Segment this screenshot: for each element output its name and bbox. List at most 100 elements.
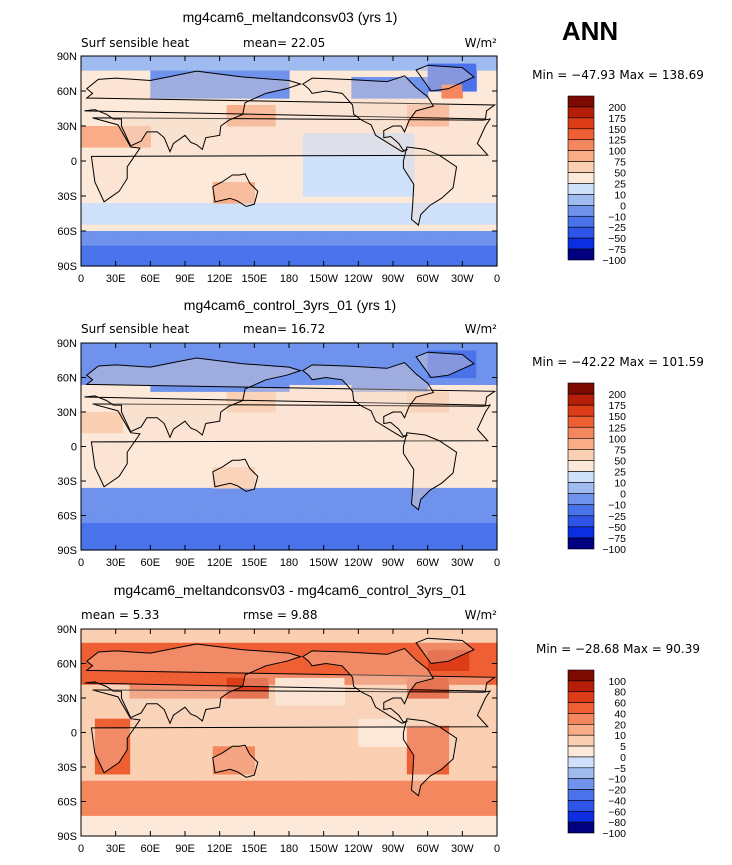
heatmap-cell	[434, 780, 443, 789]
heatmap-cell	[448, 801, 456, 809]
heatmap-cell	[434, 732, 443, 740]
heatmap-cell	[185, 677, 193, 685]
heatmap-cell	[295, 343, 304, 351]
heatmap-cell	[434, 746, 443, 754]
heatmap-cell	[393, 739, 401, 747]
heatmap-cell	[448, 259, 456, 267]
heatmap-cell	[247, 494, 255, 503]
heatmap-cell	[399, 663, 408, 671]
heatmap-cell	[233, 56, 242, 64]
heatmap-cell	[81, 418, 89, 427]
heatmap-cell	[233, 529, 242, 537]
heatmap-cell	[441, 780, 450, 789]
heatmap-cell	[448, 56, 456, 64]
heatmap-cell	[94, 787, 103, 796]
heatmap-cell	[295, 63, 304, 71]
heatmap-cell	[164, 684, 172, 692]
heatmap-cell	[143, 63, 151, 71]
heatmap-cell	[87, 494, 96, 503]
heatmap-cell	[448, 70, 456, 78]
heatmap-cell	[406, 649, 415, 658]
heatmap-cell	[254, 829, 262, 837]
heatmap-cell	[413, 210, 422, 218]
colorbar-label: 150	[608, 124, 626, 136]
heatmap-cell	[94, 238, 103, 246]
heatmap-cell	[337, 698, 346, 706]
heatmap-cell	[261, 829, 269, 837]
heatmap-cell	[108, 536, 117, 544]
heatmap-cell	[330, 182, 339, 190]
heatmap-cell	[108, 746, 117, 754]
heatmap-cell	[247, 677, 255, 685]
heatmap-cell	[185, 356, 193, 365]
heatmap-cell	[247, 815, 255, 823]
y-tick-label: 60N	[57, 86, 77, 98]
heatmap-cell	[309, 147, 318, 155]
heatmap-cell	[185, 384, 193, 392]
colorbar-label: 125	[608, 422, 626, 434]
heatmap-cell	[399, 656, 408, 665]
heatmap-cell	[330, 501, 339, 510]
heatmap-cell	[219, 259, 228, 267]
heatmap-cell	[386, 168, 394, 176]
coastline	[415, 351, 475, 379]
heatmap-cell	[462, 787, 470, 796]
heatmap-cell	[469, 529, 477, 537]
heatmap-cell	[115, 801, 124, 809]
x-tick-label: 60W	[416, 557, 439, 569]
heatmap-cell	[344, 238, 352, 246]
heatmap-cell	[275, 70, 283, 78]
heatmap-cell	[101, 829, 110, 837]
heatmap-cell	[406, 494, 415, 503]
heatmap-cell	[164, 363, 172, 372]
heatmap-cell	[171, 238, 179, 246]
heatmap-cell	[372, 238, 380, 246]
heatmap-cell	[122, 677, 131, 685]
heatmap-cell	[101, 418, 110, 427]
heatmap-cell	[316, 56, 325, 64]
heatmap-cell	[122, 370, 131, 379]
heatmap-cell	[205, 370, 214, 379]
heatmap-cell	[101, 656, 110, 665]
heatmap-cell	[171, 210, 179, 218]
heatmap-cell	[122, 501, 131, 510]
heatmap-cell	[323, 182, 332, 190]
heatmap-cell	[87, 238, 96, 246]
colorbar-swatch	[567, 471, 595, 483]
heatmap-cell	[247, 91, 255, 99]
heatmap-cell	[316, 343, 325, 351]
heatmap-cell	[164, 815, 172, 823]
heatmap-cell	[448, 543, 456, 551]
heatmap-cell	[344, 370, 352, 379]
heatmap-cell	[351, 175, 359, 183]
heatmap-cell	[302, 663, 311, 671]
heatmap-cell	[365, 252, 373, 260]
heatmap-cell	[323, 175, 332, 183]
heatmap-cell	[240, 70, 248, 78]
heatmap-cell	[198, 642, 207, 651]
heatmap-cell	[455, 70, 463, 78]
heatmap-cell	[434, 677, 443, 685]
heatmap-cell	[261, 245, 269, 253]
heatmap-cell	[226, 815, 235, 823]
heatmap-cell	[143, 663, 151, 671]
heatmap-cell	[393, 133, 401, 141]
heatmap-cell	[226, 77, 235, 85]
heatmap-cell	[399, 739, 408, 747]
heatmap-cell	[295, 363, 304, 372]
heatmap-cell	[87, 780, 96, 789]
panel-2-mean-label: mean= 16.72	[243, 322, 325, 336]
heatmap-cell	[185, 543, 193, 551]
heatmap-cell	[171, 515, 179, 523]
y-tick-label: 60N	[57, 373, 77, 385]
heatmap-cell	[261, 259, 269, 267]
heatmap-cell	[219, 663, 228, 671]
heatmap-cell	[316, 698, 325, 706]
heatmap-cell	[344, 363, 352, 372]
heatmap-cell	[87, 663, 96, 671]
colorbar-label: 50	[614, 455, 626, 467]
heatmap-cell	[150, 231, 158, 239]
heatmap-cell	[316, 515, 325, 523]
heatmap-cell	[150, 684, 158, 692]
